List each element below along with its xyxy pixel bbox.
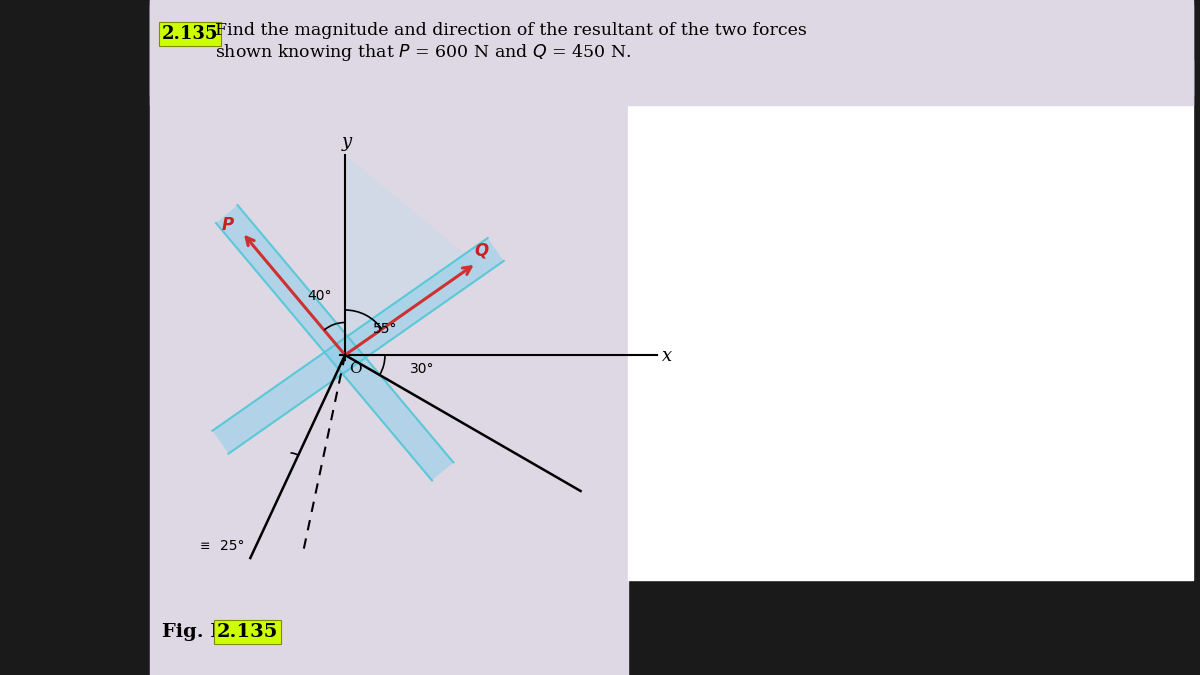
Bar [150, 0, 1193, 105]
Text: Find the magnitude and direction of the resultant of the two forces: Find the magnitude and direction of the … [215, 22, 806, 39]
Text: 55°: 55° [373, 322, 397, 336]
Text: y: y [342, 133, 352, 151]
Text: 30°: 30° [410, 362, 434, 376]
Text: 40°: 40° [307, 289, 331, 303]
Polygon shape [346, 155, 476, 355]
Text: 2.135: 2.135 [162, 25, 218, 43]
Polygon shape [216, 205, 454, 481]
Polygon shape [212, 238, 504, 454]
Bar [150, 5, 1193, 95]
Text: x: x [662, 347, 672, 365]
Text: P: P [222, 217, 234, 234]
Text: ≡: ≡ [200, 540, 210, 553]
Text: O: O [349, 362, 361, 376]
Text: 2.135: 2.135 [217, 623, 278, 641]
Text: shown knowing that $P$ = 600 N and $Q$ = 450 N.: shown knowing that $P$ = 600 N and $Q$ =… [215, 42, 631, 63]
Text: Fig. P: Fig. P [162, 623, 226, 641]
Bar [150, 0, 628, 675]
Text: 25°: 25° [220, 539, 245, 553]
Bar [628, 60, 1193, 580]
Text: Q: Q [474, 241, 488, 259]
